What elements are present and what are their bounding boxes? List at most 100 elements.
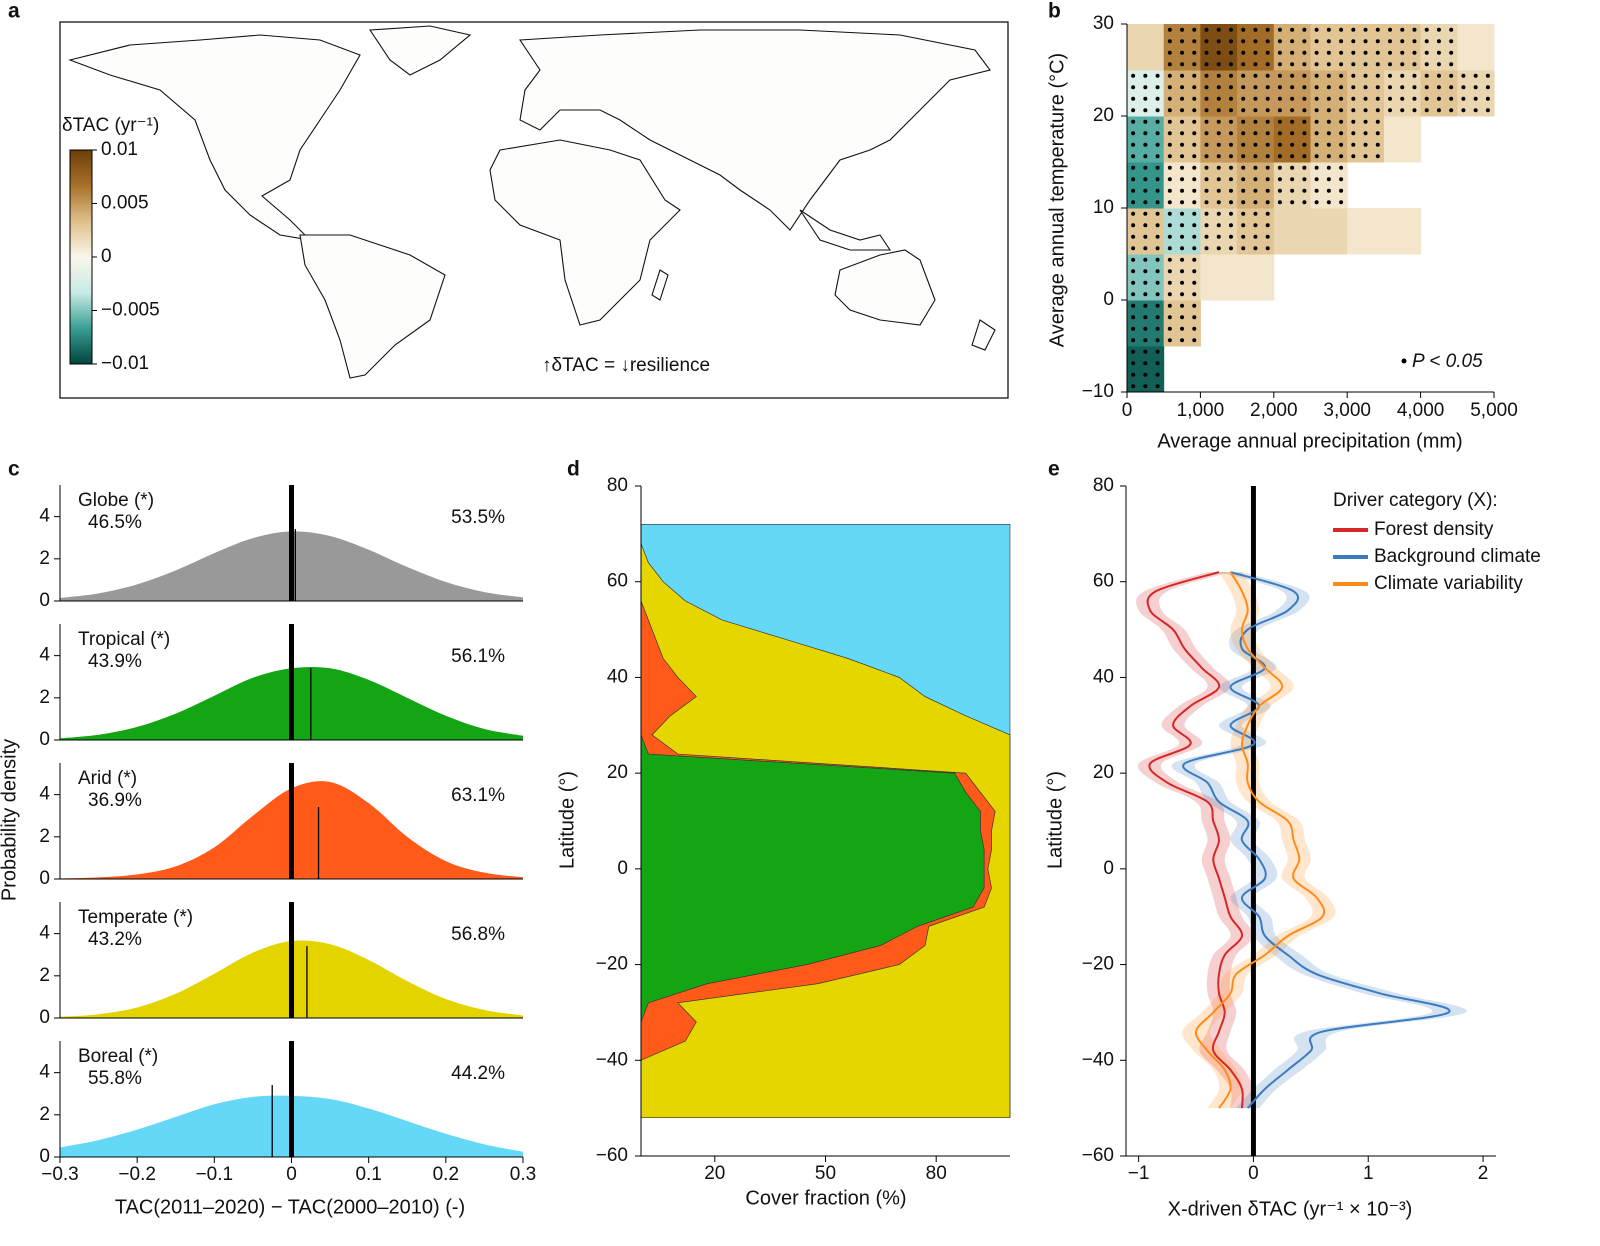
map-annotation: ↑δTAC = ↓resilience	[542, 355, 710, 376]
significance-dot	[1241, 246, 1246, 251]
significance-dot	[1339, 39, 1344, 44]
panel-label: e	[1048, 458, 1060, 481]
significance-dot	[1131, 246, 1136, 251]
significance-dot	[1436, 96, 1441, 101]
significance-dot	[1302, 39, 1307, 44]
significance-dot	[1339, 85, 1344, 90]
significance-dot	[1216, 108, 1221, 113]
significance-dot	[1302, 62, 1307, 67]
significance-dot	[1180, 154, 1185, 159]
significance-dot	[1363, 73, 1368, 78]
significance-dot	[1167, 119, 1172, 124]
significance-dot	[1326, 85, 1331, 90]
significance-dot	[1314, 62, 1319, 67]
significance-dot	[1265, 154, 1270, 159]
significance-dot	[1241, 50, 1246, 55]
significance-dot	[1180, 326, 1185, 331]
significance-dot	[1155, 338, 1160, 343]
significance-dot	[1253, 188, 1258, 193]
significance-dot	[1388, 73, 1393, 78]
significance-dot	[1192, 269, 1197, 274]
significance-dot	[1204, 188, 1209, 193]
significance-dot	[1375, 131, 1380, 136]
significance-dot	[1265, 50, 1270, 55]
significance-dot	[1131, 85, 1136, 90]
x-tick-label: 20	[704, 1163, 725, 1184]
significance-dot	[1388, 108, 1393, 113]
significance-dot	[1192, 73, 1197, 78]
significance-dot	[1339, 177, 1344, 182]
legend-label: Climate variability	[1374, 573, 1523, 594]
significance-dot	[1277, 131, 1282, 136]
significance-dot	[1192, 292, 1197, 297]
significance-dot	[1277, 96, 1282, 101]
y-tick-label: 0	[617, 858, 628, 879]
significance-dot	[1290, 188, 1295, 193]
significance-dot	[1265, 73, 1270, 78]
significance-dot	[1216, 50, 1221, 55]
significance-dot	[1143, 200, 1148, 205]
significance-dot	[1400, 39, 1405, 44]
significance-dot	[1241, 85, 1246, 90]
share-left: 36.9%	[88, 790, 142, 811]
significance-dot	[1436, 39, 1441, 44]
significance-dot	[1314, 39, 1319, 44]
significance-dot	[1204, 246, 1209, 251]
significance-dot	[1290, 62, 1295, 67]
significance-dot	[1265, 108, 1270, 113]
significance-dot	[1216, 27, 1221, 32]
significance-dot	[1143, 223, 1148, 228]
significance-dot	[1143, 234, 1148, 239]
series-line	[1195, 571, 1326, 1109]
significance-dot	[1302, 188, 1307, 193]
colorbar-title: δTAC (yr⁻¹)	[62, 115, 159, 136]
significance-dot	[1180, 303, 1185, 308]
significance-dot	[1302, 96, 1307, 101]
significance-dot	[1155, 234, 1160, 239]
significance-dot	[1216, 223, 1221, 228]
significance-dot	[1436, 85, 1441, 90]
significance-dot	[1143, 108, 1148, 113]
legend-label: Background climate	[1374, 546, 1541, 567]
y-tick-label: 2	[39, 965, 50, 986]
significance-dot	[1167, 200, 1172, 205]
significance-dot	[1155, 315, 1160, 320]
significance-dot	[1277, 39, 1282, 44]
significance-dot	[1326, 119, 1331, 124]
significance-dot	[1192, 39, 1197, 44]
significance-dot	[1241, 165, 1246, 170]
significance-dot	[1326, 165, 1331, 170]
significance-dot	[1228, 154, 1233, 159]
significance-dot	[1143, 246, 1148, 251]
significance-dot	[1192, 315, 1197, 320]
significance-dot	[1241, 200, 1246, 205]
significance-dot	[1314, 119, 1319, 124]
significance-dot	[1143, 177, 1148, 182]
y-tick-label: 60	[1093, 571, 1114, 592]
heat-cell	[1237, 254, 1275, 301]
significance-dot	[1131, 303, 1136, 308]
significance-dot	[1351, 27, 1356, 32]
significance-dot	[1302, 165, 1307, 170]
significance-dot	[1180, 188, 1185, 193]
significance-dot	[1143, 349, 1148, 354]
x-tick-label: 80	[926, 1163, 947, 1184]
significance-dot	[1155, 223, 1160, 228]
significance-dot	[1412, 108, 1417, 113]
significance-dot	[1155, 142, 1160, 147]
significance-dot	[1131, 119, 1136, 124]
significance-dot	[1253, 223, 1258, 228]
significance-dot	[1302, 27, 1307, 32]
significance-dot	[1131, 269, 1136, 274]
significance-dot	[1180, 142, 1185, 147]
significance-dot	[1180, 119, 1185, 124]
significance-dot	[1265, 96, 1270, 101]
significance-dot	[1241, 177, 1246, 182]
significance-dot	[1241, 223, 1246, 228]
significance-dot	[1131, 280, 1136, 285]
significance-dot	[1143, 142, 1148, 147]
significance-dot	[1204, 27, 1209, 32]
uncertainty-band	[1136, 572, 1255, 1109]
significance-dot	[1180, 108, 1185, 113]
